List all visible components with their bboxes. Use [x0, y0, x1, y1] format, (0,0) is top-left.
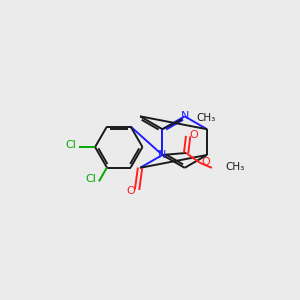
Text: CH₃: CH₃ — [226, 162, 245, 172]
Text: O: O — [202, 157, 210, 167]
Text: Cl: Cl — [66, 140, 77, 150]
Text: O: O — [127, 186, 136, 196]
Text: O: O — [190, 130, 198, 140]
Text: N: N — [158, 150, 166, 160]
Text: CH₃: CH₃ — [196, 113, 215, 123]
Text: Cl: Cl — [85, 174, 97, 184]
Text: N: N — [181, 111, 189, 121]
